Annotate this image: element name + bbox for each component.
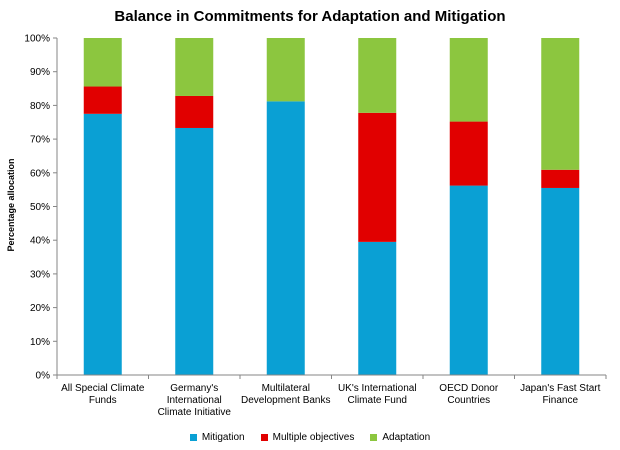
axes: [56, 38, 607, 379]
y-tick-label: 90%: [30, 67, 50, 78]
y-tick-label: 10%: [30, 337, 50, 348]
y-tick-label: 20%: [30, 303, 50, 314]
y-tick-label: 100%: [24, 34, 50, 45]
y-tick-label: 30%: [30, 269, 50, 280]
bar-segment-mitigation: [449, 185, 488, 375]
y-tick-label: 0%: [36, 371, 51, 382]
y-tick-label: 70%: [30, 135, 50, 146]
y-tick-label: 50%: [30, 202, 50, 213]
bar-segment-multiple-objectives: [175, 95, 214, 128]
x-axis-labels: All Special Climate Funds Germany's Interna…: [61, 383, 601, 418]
bar-segment-multiple-objectives: [449, 121, 488, 186]
legend-item: Mitigation: [189, 432, 245, 443]
x-category-label: UK's International Climate Fund: [338, 383, 417, 406]
bars: [83, 38, 580, 375]
bar-segment-adaptation: [266, 38, 305, 102]
bar-segment-mitigation: [541, 187, 580, 375]
bar-segment-mitigation: [175, 127, 214, 375]
legend-swatch: [260, 434, 268, 441]
bar-segment-adaptation: [175, 38, 214, 96]
bar-segment-mitigation: [358, 241, 397, 375]
legend-label: Adaptation: [382, 432, 431, 443]
bar-segment-mitigation: [266, 101, 305, 375]
legend-swatch: [370, 434, 378, 441]
bar-segment-multiple-objectives: [358, 112, 397, 242]
legend: Mitigation Multiple objectives Adaptation: [0, 432, 620, 443]
y-axis-ticks: 0% 10% 20% 30% 40% 50% 60% 70% 80% 90% 100%: [24, 34, 57, 382]
bar-segment-adaptation: [358, 38, 397, 113]
x-category-label: OECD Donor Countries: [439, 383, 499, 406]
bar-segment-adaptation: [541, 38, 580, 170]
y-tick-label: 60%: [30, 168, 50, 179]
chart-title: Balance in Commitments for Adaptation an…: [114, 8, 506, 25]
x-category-label: Multilateral Development Banks: [241, 383, 331, 406]
legend-item: Adaptation: [370, 432, 430, 443]
bar-segment-adaptation: [83, 38, 122, 87]
x-category-label: All Special Climate Funds: [61, 383, 145, 406]
bar-segment-multiple-objectives: [541, 169, 580, 188]
legend-label: Mitigation: [201, 432, 245, 443]
legend-item: Multiple objectives: [260, 432, 355, 443]
x-category-label: Germany's International Climate Initiative: [158, 383, 232, 418]
bar-segment-mitigation: [83, 113, 122, 375]
legend-swatch: [189, 434, 197, 441]
y-tick-label: 40%: [30, 236, 50, 247]
x-category-label: Japan's Fast Start Finance: [520, 383, 601, 406]
y-axis-label: Percentage allocation: [6, 158, 16, 252]
y-tick-label: 80%: [30, 101, 50, 112]
bar-segment-adaptation: [449, 38, 488, 122]
bar-segment-multiple-objectives: [83, 86, 122, 114]
legend-label: Multiple objectives: [272, 432, 355, 443]
